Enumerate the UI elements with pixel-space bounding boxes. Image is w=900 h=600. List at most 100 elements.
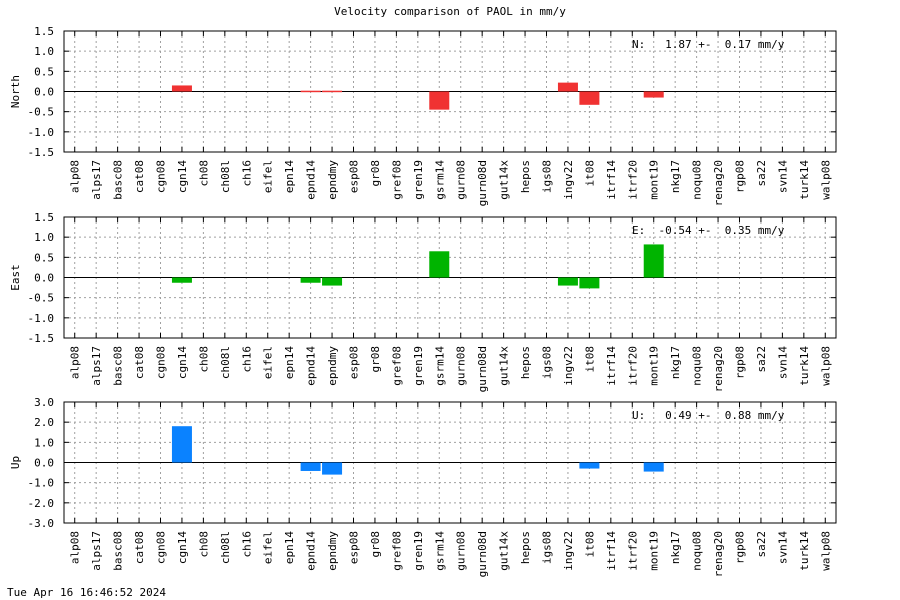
x-tick-label: ch08l [219, 346, 232, 379]
x-tick-label: cat08 [133, 346, 146, 379]
x-tick-label: turk14 [798, 531, 811, 571]
velocity-annotation: N: 1.87 +- 0.17 mm/y [632, 38, 785, 51]
y-tick-label: 1.0 [34, 231, 54, 244]
y-tick-label: 1.0 [34, 436, 54, 449]
x-tick-label: mont19 [648, 346, 661, 386]
x-tick-label: ingv22 [562, 346, 575, 386]
y-tick-label: 3.0 [34, 396, 54, 409]
x-tick-label: gurn08 [455, 531, 468, 571]
x-tick-label: gut14x [498, 160, 511, 200]
bar-gsrm14 [429, 91, 450, 110]
velocity-annotation: U: 0.49 +- 0.88 mm/y [632, 409, 785, 422]
x-tick-label: turk14 [798, 160, 811, 200]
x-tick-label: alp08 [69, 160, 82, 193]
x-tick-label: gref08 [390, 160, 403, 200]
y-tick-label: 0.0 [34, 457, 54, 470]
x-tick-label: cgn08 [155, 160, 168, 193]
x-tick-label: ch08l [219, 160, 232, 193]
bar-ingv22 [557, 82, 578, 92]
x-tick-label: esp08 [348, 346, 361, 379]
x-tick-label: gut14x [498, 531, 511, 571]
x-tick-label: walp08 [819, 346, 832, 386]
x-tick-label: mont19 [648, 531, 661, 571]
x-tick-label: hepos [519, 346, 532, 379]
x-tick-label: igs08 [541, 160, 554, 193]
y-tick-label: 0.0 [34, 86, 54, 99]
velocity-annotation: E: -0.54 +- 0.35 mm/y [632, 224, 785, 237]
x-tick-label: basc08 [112, 160, 125, 200]
x-tick-label: esp08 [348, 531, 361, 564]
x-tick-label: ch08 [197, 160, 210, 187]
y-tick-label: 1.0 [34, 45, 54, 58]
x-tick-label: gut14x [498, 346, 511, 386]
bar-cgn14 [171, 85, 192, 92]
bar-epnd14 [300, 90, 321, 93]
x-tick-label: sa22 [755, 346, 768, 373]
bar-gsrm14 [429, 251, 450, 278]
x-tick-label: alps17 [90, 531, 103, 571]
x-tick-label: nkg17 [669, 160, 682, 193]
x-tick-label: ch16 [240, 346, 253, 373]
bar-epndmy [322, 462, 343, 475]
x-tick-label: ch08l [219, 531, 232, 564]
x-tick-label: cgn14 [176, 346, 189, 379]
x-tick-label: renag20 [712, 160, 725, 206]
x-tick-label: it08 [583, 160, 596, 187]
x-tick-label: gsrm14 [433, 346, 446, 386]
x-tick-label: itrf14 [605, 531, 618, 571]
x-tick-label: hepos [519, 160, 532, 193]
bar-cgn14 [171, 277, 192, 283]
x-tick-label: gren19 [412, 346, 425, 386]
y-tick-label: 2.0 [34, 416, 54, 429]
x-tick-label: hepos [519, 531, 532, 564]
y-axis-label: North [9, 75, 22, 108]
x-tick-label: itrf20 [626, 531, 639, 571]
bar-it08 [579, 277, 600, 289]
plot-frame [63, 30, 837, 153]
x-tick-label: gurn08 [455, 160, 468, 200]
y-tick-label: 0.5 [34, 251, 54, 264]
y-tick-label: -3.0 [28, 517, 55, 530]
bar-epnd14 [300, 277, 321, 283]
bar-mont19 [643, 91, 664, 98]
x-tick-label: cat08 [133, 531, 146, 564]
x-tick-label: walp08 [819, 160, 832, 200]
y-tick-label: -0.5 [28, 292, 55, 305]
x-tick-label: svn14 [776, 531, 789, 564]
x-tick-label: ch16 [240, 160, 253, 187]
x-tick-label: itrf20 [626, 160, 639, 200]
x-tick-label: gurn08d [476, 160, 489, 206]
x-tick-label: mont19 [648, 160, 661, 200]
x-tick-label: cgn08 [155, 531, 168, 564]
y-tick-label: -1.0 [28, 312, 55, 325]
x-tick-label: svn14 [776, 346, 789, 379]
bar-mont19 [643, 244, 664, 278]
x-tick-label: ch08 [197, 531, 210, 558]
timestamp-footer: Tue Apr 16 16:46:52 2024 [7, 586, 166, 599]
x-tick-label: walp08 [819, 531, 832, 571]
x-tick-label: cgn14 [176, 531, 189, 564]
x-tick-label: gren19 [412, 160, 425, 200]
x-tick-label: noqu08 [691, 160, 704, 200]
y-tick-label: 1.5 [34, 211, 54, 224]
y-tick-label: -1.5 [28, 332, 55, 345]
y-tick-label: 0.5 [34, 65, 54, 78]
x-tick-label: basc08 [112, 531, 125, 571]
y-tick-label: -1.0 [28, 126, 55, 139]
bar-mont19 [643, 462, 664, 472]
x-tick-label: nkg17 [669, 346, 682, 379]
x-tick-label: renag20 [712, 531, 725, 577]
x-tick-label: gurn08 [455, 346, 468, 386]
x-tick-label: ch08 [197, 346, 210, 373]
x-tick-label: gurn08d [476, 531, 489, 577]
x-tick-label: ch16 [240, 531, 253, 558]
x-tick-label: epnd14 [305, 160, 318, 200]
x-tick-label: epndmy [326, 531, 339, 571]
x-tick-label: alps17 [90, 346, 103, 386]
bar-it08 [579, 462, 600, 469]
x-tick-label: rgp08 [734, 346, 747, 379]
x-tick-label: svn14 [776, 160, 789, 193]
x-tick-label: gsrm14 [433, 160, 446, 200]
x-tick-label: ingv22 [562, 160, 575, 200]
x-tick-label: alp08 [69, 531, 82, 564]
